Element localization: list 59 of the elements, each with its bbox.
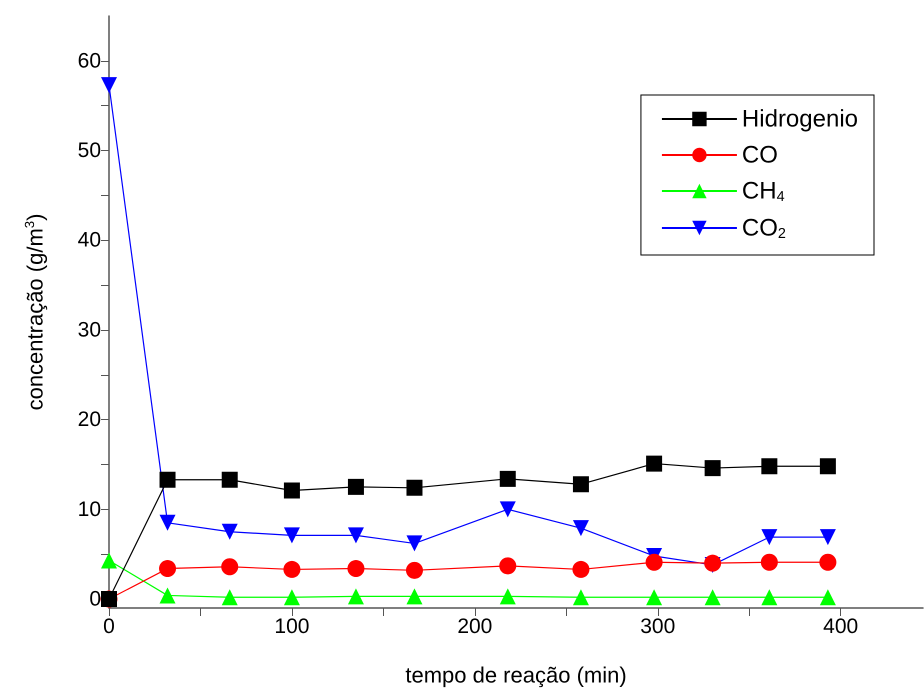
point bbox=[348, 588, 364, 604]
point bbox=[101, 77, 117, 94]
legend-label: Hidrogenio bbox=[742, 106, 858, 132]
y-tick-label: 30 bbox=[78, 318, 101, 342]
point bbox=[500, 470, 516, 487]
point bbox=[500, 588, 516, 604]
point bbox=[160, 587, 176, 604]
point bbox=[283, 560, 300, 578]
point bbox=[101, 552, 117, 568]
point bbox=[704, 460, 721, 476]
point bbox=[222, 524, 238, 540]
point bbox=[761, 589, 778, 606]
y-tick-label: 60 bbox=[78, 49, 101, 72]
point bbox=[820, 589, 836, 606]
y-tick-label: 50 bbox=[78, 139, 101, 162]
point bbox=[160, 514, 176, 531]
point bbox=[572, 476, 589, 492]
point bbox=[159, 560, 176, 578]
point bbox=[222, 589, 238, 606]
point bbox=[284, 482, 300, 498]
point bbox=[406, 588, 422, 604]
x-tick-label: 200 bbox=[457, 615, 492, 638]
legend-label: CO bbox=[742, 142, 778, 168]
point bbox=[646, 554, 663, 571]
point bbox=[761, 458, 778, 474]
point bbox=[820, 458, 836, 474]
x-tick-label: 400 bbox=[823, 615, 858, 638]
point bbox=[572, 520, 589, 536]
point bbox=[284, 589, 300, 606]
x-tick-label: 100 bbox=[274, 615, 310, 638]
point bbox=[284, 527, 300, 544]
point bbox=[348, 478, 364, 495]
point bbox=[221, 558, 238, 576]
y-tick-label: 40 bbox=[78, 228, 101, 252]
y-tick-label: 10 bbox=[78, 498, 101, 521]
point bbox=[572, 560, 590, 578]
y-tick-label: 20 bbox=[78, 408, 101, 432]
point bbox=[819, 554, 836, 571]
y-axis-title: concentração (g/m3) bbox=[22, 214, 48, 410]
point bbox=[347, 560, 364, 578]
y-tick-label: 0 bbox=[89, 588, 101, 611]
x-axis-title: tempo de reação (min) bbox=[405, 662, 627, 688]
point bbox=[500, 501, 516, 518]
point bbox=[704, 589, 721, 606]
point bbox=[222, 472, 238, 488]
point bbox=[406, 535, 422, 552]
x-tick-label: 0 bbox=[103, 615, 115, 638]
point bbox=[646, 589, 662, 606]
point bbox=[406, 562, 423, 579]
point bbox=[572, 589, 589, 606]
point bbox=[499, 557, 516, 574]
point bbox=[646, 456, 662, 472]
point bbox=[761, 529, 778, 546]
point bbox=[406, 480, 422, 496]
point bbox=[760, 554, 778, 571]
x-tick-label: 300 bbox=[640, 615, 676, 638]
point bbox=[348, 527, 364, 544]
point bbox=[160, 472, 176, 488]
point bbox=[820, 529, 836, 546]
